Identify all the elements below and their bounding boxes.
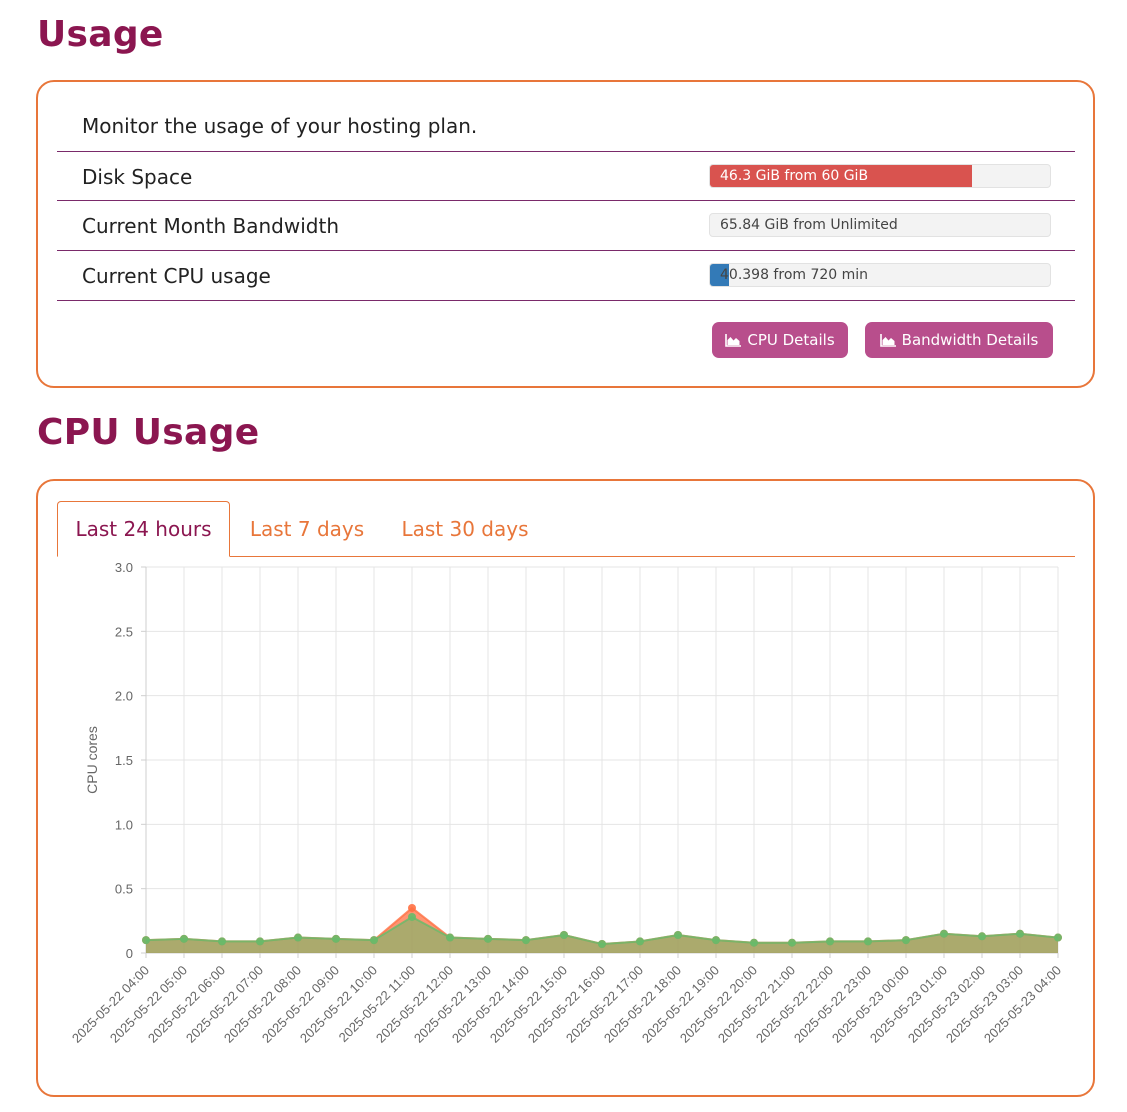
data-point	[180, 934, 188, 943]
data-point	[484, 934, 492, 943]
data-point	[408, 912, 416, 921]
tab-last-30-days[interactable]: Last 30 days	[401, 516, 529, 541]
progress-text: 46.3 GiB from 60 GiB	[720, 168, 869, 184]
data-point	[1016, 929, 1024, 938]
bandwidth-details-button[interactable]: Bandwidth Details	[865, 322, 1053, 358]
y-tick-label: 3.0	[115, 560, 133, 575]
bandwidth-details-label: Bandwidth Details	[901, 331, 1039, 349]
data-point	[218, 937, 226, 946]
bandwidth-progress-bar: 65.84 GiB from Unlimited	[709, 213, 1051, 237]
y-tick-label: 1.5	[115, 753, 133, 768]
y-tick-label: 2.5	[115, 624, 133, 639]
data-point	[1054, 933, 1062, 942]
cpu-details-button[interactable]: CPU Details	[712, 322, 848, 358]
data-point	[826, 937, 834, 946]
progress-fill	[710, 264, 730, 286]
disk-space-row: Disk Space 46.3 GiB from 60 GiB	[57, 151, 1075, 201]
data-point	[142, 936, 150, 945]
data-point	[788, 938, 796, 947]
usage-panel: Monitor the usage of your hosting plan. …	[36, 80, 1095, 388]
data-point	[294, 933, 302, 942]
y-tick-label: 0.5	[115, 882, 133, 897]
data-point	[408, 903, 416, 912]
y-tick-label: 0	[126, 946, 133, 961]
data-point	[522, 936, 530, 945]
row-label: Disk Space	[82, 165, 193, 189]
row-label: Current CPU usage	[82, 264, 271, 288]
usage-title: Usage	[37, 14, 164, 55]
cpu-usage-title: CPU Usage	[37, 412, 260, 453]
data-point	[256, 937, 264, 946]
data-point	[332, 934, 340, 943]
area-chart-icon	[879, 333, 896, 347]
data-point	[560, 930, 568, 939]
data-point	[940, 929, 948, 938]
cpu-usage-panel: Last 24 hours Last 7 days Last 30 days	[36, 479, 1095, 1097]
data-point	[598, 939, 606, 948]
data-point	[446, 933, 454, 942]
data-point	[712, 936, 720, 945]
tab-last-7-days[interactable]: Last 7 days	[249, 516, 365, 541]
cpu-usage-row: Current CPU usage 40.398 from 720 min	[57, 250, 1075, 301]
progress-text: 65.84 GiB from Unlimited	[720, 217, 898, 233]
y-axis-label: CPU cores	[84, 726, 100, 794]
data-point	[978, 932, 986, 941]
data-point	[370, 936, 378, 945]
cpu-progress-bar: 40.398 from 720 min	[709, 263, 1051, 287]
y-tick-label: 2.0	[115, 689, 133, 704]
usage-description: Monitor the usage of your hosting plan.	[82, 114, 478, 138]
data-point	[674, 930, 682, 939]
area-chart-icon	[725, 333, 742, 347]
row-label: Current Month Bandwidth	[82, 214, 339, 238]
cpu-details-label: CPU Details	[747, 331, 835, 349]
bandwidth-row: Current Month Bandwidth 65.84 GiB from U…	[57, 200, 1075, 250]
progress-text: 40.398 from 720 min	[720, 267, 869, 283]
disk-space-progress-bar: 46.3 GiB from 60 GiB	[709, 164, 1051, 188]
progress-fill	[710, 165, 973, 187]
y-tick-label: 1.0	[115, 817, 133, 832]
data-point	[902, 936, 910, 945]
data-point	[864, 937, 872, 946]
data-point	[636, 937, 644, 946]
time-range-tabs: Last 24 hours Last 7 days Last 30 days	[57, 501, 1075, 557]
data-point	[750, 938, 758, 947]
tab-last-24-hours[interactable]: Last 24 hours	[57, 501, 230, 557]
